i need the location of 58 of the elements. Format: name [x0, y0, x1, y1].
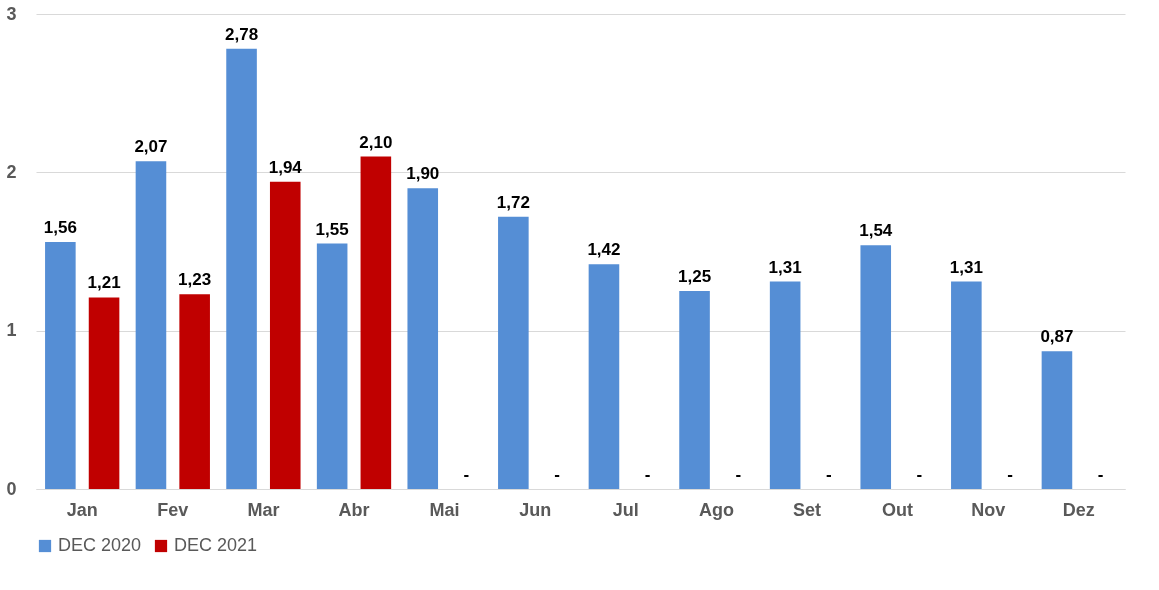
bar: [951, 281, 982, 489]
y-tick-label: 3: [6, 3, 17, 24]
x-tick-label: Mai: [429, 499, 460, 520]
data-label: 1,56: [43, 218, 77, 237]
bar: [179, 294, 210, 489]
x-tick-label: Jun: [519, 499, 552, 520]
x-tick-label: Nov: [971, 499, 1006, 520]
data-label: 1,54: [859, 221, 893, 241]
data-label: 1,23: [178, 270, 212, 290]
x-tick-label: Abr: [338, 499, 370, 520]
text: -: [1097, 465, 1104, 484]
data-label: 1,31: [949, 257, 983, 277]
data-label: 1,72: [496, 192, 530, 212]
data-label: 1,55: [315, 219, 349, 239]
bar: [360, 156, 392, 489]
data-label: 1,31: [768, 257, 802, 277]
y-tick-label: 1: [6, 320, 17, 341]
data-label: 1,25: [678, 267, 712, 287]
text: -: [916, 465, 923, 484]
text: -: [735, 465, 742, 484]
bar: [769, 281, 801, 489]
data-label: 2,10: [359, 132, 393, 152]
x-tick-label: Dez: [1062, 499, 1095, 520]
bar: [860, 245, 892, 489]
x-tick-label: Ago: [698, 499, 734, 520]
bar: [407, 188, 439, 489]
bar: [226, 48, 257, 489]
data-label: 1,42: [587, 240, 621, 260]
data-label: 1,90: [406, 164, 440, 184]
x-tick-label: Jan: [66, 499, 98, 520]
bar: [679, 291, 710, 489]
x-tick-label: Jul: [612, 499, 639, 520]
y-tick-label: 2: [6, 161, 17, 182]
legend-label: DEC 2021: [174, 535, 258, 555]
x-tick-label: Fev: [157, 499, 189, 520]
bar: [135, 161, 167, 489]
text: -: [463, 465, 470, 484]
y-tick-label: 0: [6, 478, 17, 499]
bar: [498, 216, 529, 489]
bar: [269, 181, 301, 489]
text: -: [1007, 465, 1013, 484]
data-label: 2,78: [225, 24, 259, 44]
bar: [88, 297, 120, 489]
data-label: 1,21: [87, 273, 121, 293]
bar: [45, 242, 76, 489]
text: -: [826, 465, 832, 484]
text: -: [554, 465, 560, 484]
data-label: 0,87: [1040, 327, 1074, 347]
x-tick-label: Mar: [247, 499, 280, 520]
text: -: [644, 465, 651, 484]
bar: [1041, 351, 1073, 489]
x-tick-label: Out: [882, 499, 914, 520]
data-label: 2,07: [134, 137, 168, 157]
x-tick-label: Set: [792, 499, 822, 520]
legend-label: DEC 2020: [58, 535, 142, 555]
bar: [588, 264, 620, 489]
bar: [316, 243, 348, 489]
data-label: 1,94: [268, 157, 303, 177]
